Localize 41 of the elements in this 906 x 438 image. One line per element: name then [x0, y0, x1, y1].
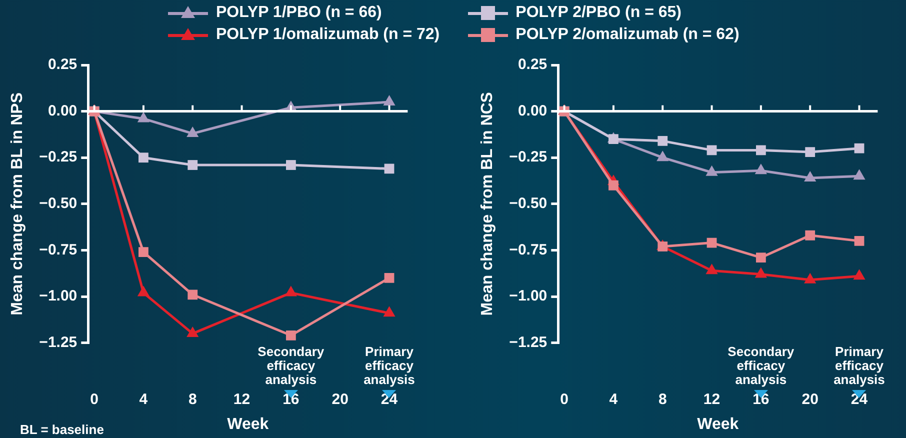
x-tick-label: 4	[609, 390, 618, 408]
x-axis-title: Week	[697, 416, 739, 433]
y-tick-label: −0.25	[39, 148, 78, 166]
y-tick-label: −0.50	[39, 195, 78, 212]
x-tick-label: 24	[380, 390, 398, 408]
y-tick-label: −1.25	[39, 334, 78, 351]
x-tick-label: 0	[560, 390, 568, 408]
y-tick-label: 0.25	[48, 56, 78, 74]
x-tick-label: 12	[233, 390, 250, 408]
y-tick-label: −0.50	[509, 195, 548, 212]
x-tick-label: 8	[658, 390, 667, 408]
x-tick-label: 16	[282, 390, 300, 408]
text: Primary efficacy analysis	[362, 344, 416, 387]
y-tick-label: −1.00	[39, 288, 78, 305]
y-tick-label: −1.25	[509, 334, 548, 351]
legend-label: POLYP 1/PBO (n = 66)	[215, 3, 383, 23]
x-tick-label: 16	[752, 390, 770, 408]
text: Secondary efficacy analysis	[256, 344, 326, 387]
x-tick-label: 24	[850, 390, 868, 408]
y-tick-label: 0.25	[518, 56, 548, 74]
text: Primary efficacy analysis	[832, 344, 886, 387]
x-tick-label: 20	[332, 390, 348, 408]
y-tick-label: −1.00	[509, 288, 548, 305]
y-tick-label: −0.75	[39, 241, 78, 258]
y-axis-title: Mean change from BL in NPS	[9, 92, 26, 316]
x-axis-title: Week	[227, 416, 269, 433]
legend-label: POLYP 1/omalizumab (n = 72)	[215, 25, 440, 45]
x-tick-label: 0	[90, 390, 98, 408]
legend-label: POLYP 2/PBO (n = 65)	[514, 3, 682, 23]
y-tick-label: 0.00	[48, 102, 78, 120]
y-axis-title: Mean change from BL in NCS	[479, 92, 496, 316]
legend-label: POLYP 2/omalizumab (n = 62)	[514, 25, 740, 45]
x-tick-label: 8	[188, 390, 197, 408]
y-tick-label: 0.00	[518, 102, 548, 120]
text: Secondary efficacy analysis	[726, 344, 796, 387]
x-tick-label: 20	[802, 390, 818, 408]
y-tick-label: −0.75	[509, 241, 548, 258]
x-tick-label: 4	[139, 390, 148, 408]
text: BL = baseline	[20, 422, 104, 437]
x-tick-label: 12	[703, 390, 720, 408]
y-tick-label: −0.25	[509, 148, 548, 166]
